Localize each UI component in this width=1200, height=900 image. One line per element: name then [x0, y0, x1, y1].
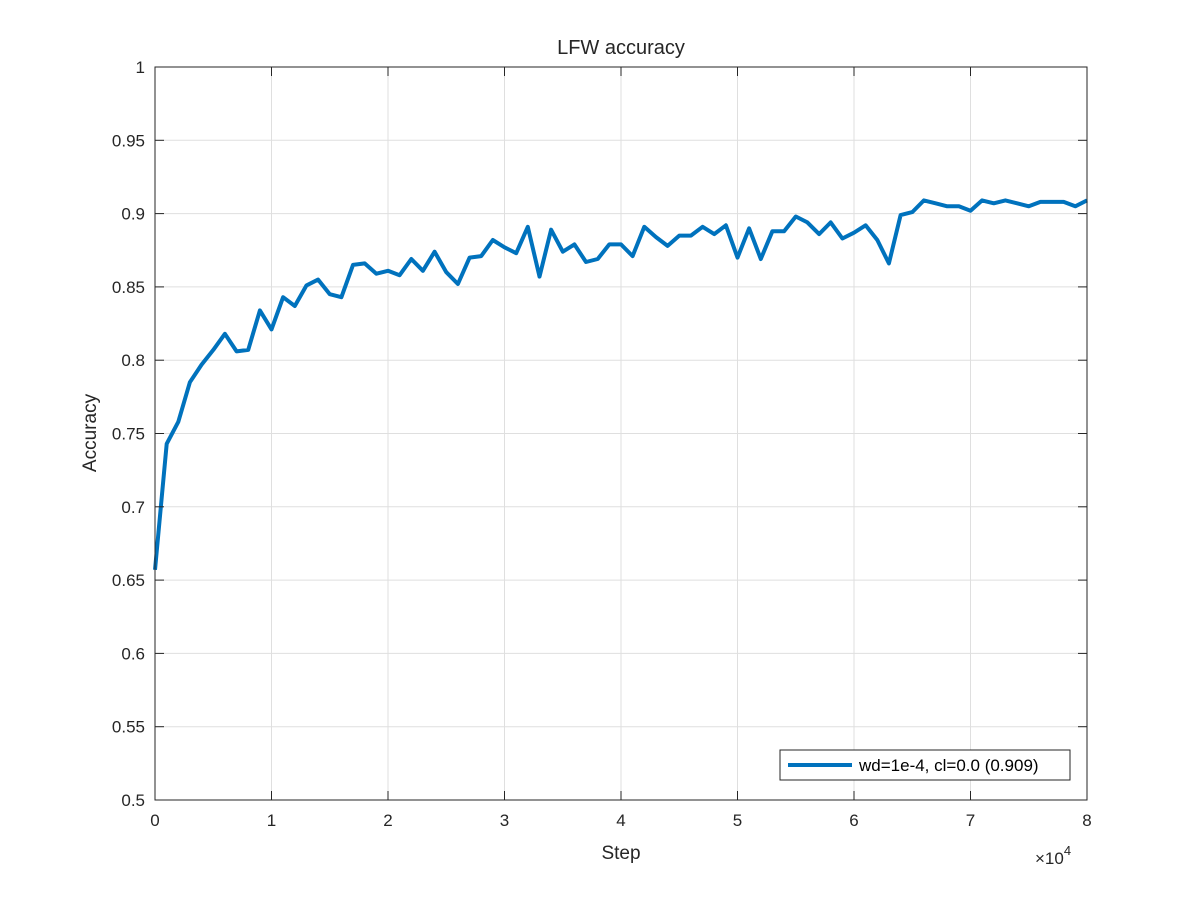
x-tick-label: 4 — [616, 811, 625, 830]
x-axis-exponent-power: 4 — [1064, 843, 1071, 858]
y-tick-label: 0.75 — [112, 425, 145, 444]
x-tick-label: 1 — [267, 811, 276, 830]
tick-labels: 0 1 2 3 4 5 6 7 8 0.5 0.55 0.6 0.65 0.7 0.75 0.8 0.85 0.9… — [112, 58, 1092, 830]
x-axis-exponent: ×104 — [1035, 843, 1071, 868]
x-tick-label: 5 — [733, 811, 742, 830]
y-tick-label: 0.65 — [112, 571, 145, 590]
x-tick-label: 7 — [966, 811, 975, 830]
x-tick-label: 3 — [500, 811, 509, 830]
y-tick-label: 0.55 — [112, 718, 145, 737]
legend: wd=1e-4, cl=0.0 (0.909) — [779, 749, 1071, 781]
y-tick-label: 0.85 — [112, 278, 145, 297]
chart-title: LFW accuracy — [557, 37, 685, 59]
y-tick-label: 1 — [136, 58, 145, 77]
x-tick-label: 8 — [1082, 811, 1091, 830]
x-axis-label: Step — [601, 843, 640, 864]
x-axis-exponent-base: ×10 — [1035, 849, 1064, 868]
y-tick-label: 0.6 — [121, 644, 145, 663]
ticks — [154, 66, 1088, 801]
legend-entry-label: wd=1e-4, cl=0.0 (0.909) — [858, 756, 1039, 775]
grid — [155, 67, 1087, 800]
y-axis-label: Accuracy — [80, 393, 101, 472]
x-tick-label: 2 — [383, 811, 392, 830]
y-tick-label: 0.95 — [112, 131, 145, 150]
y-tick-label: 0.8 — [121, 351, 145, 370]
x-tick-label: 6 — [849, 811, 858, 830]
x-tick-label: 0 — [150, 811, 159, 830]
y-tick-label: 0.5 — [121, 791, 145, 810]
series-line — [153, 198, 1088, 570]
y-tick-label: 0.7 — [121, 498, 145, 517]
series-layer — [153, 198, 1088, 570]
y-tick-label: 0.9 — [121, 205, 145, 224]
